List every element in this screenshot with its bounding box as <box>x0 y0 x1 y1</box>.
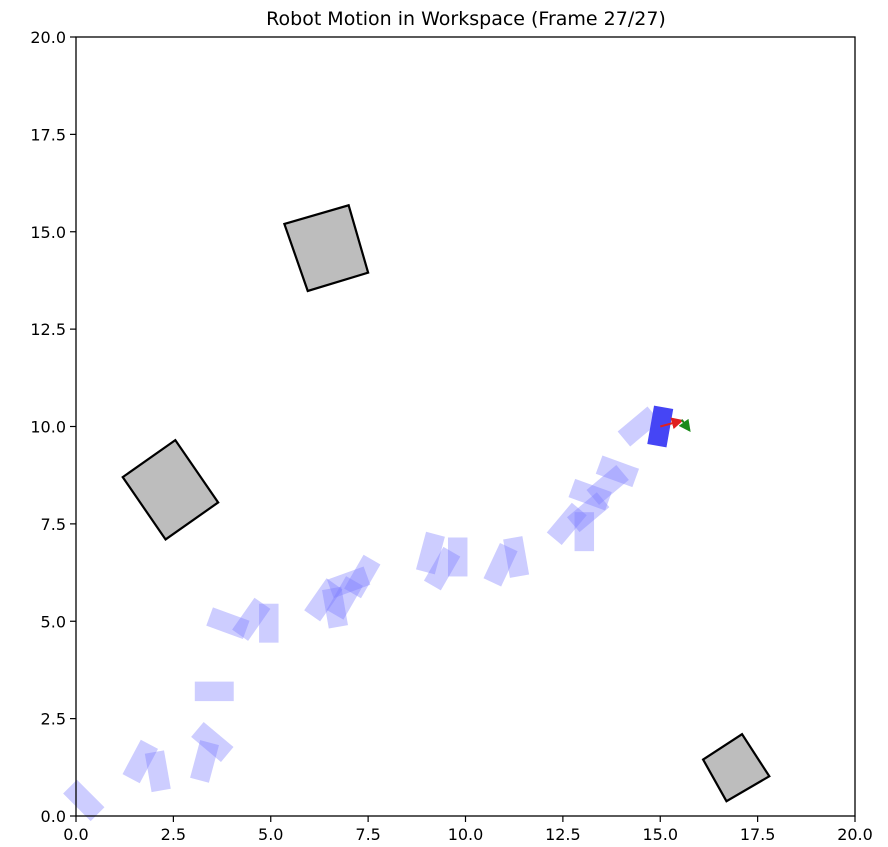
obstacles <box>121 203 771 803</box>
trail-pose-25 <box>595 455 640 488</box>
trail-pose-11 <box>322 586 348 629</box>
plot-frame <box>75 36 856 817</box>
trail-pose-23 <box>568 478 612 511</box>
obstacle-3 <box>701 732 771 803</box>
robot <box>647 405 691 448</box>
trail-pose-13 <box>327 566 371 599</box>
y-tick-label: 20.0 <box>30 28 66 47</box>
trail-pose-26 <box>617 406 661 447</box>
x-tick-label: 15.0 <box>642 825 678 844</box>
trail-pose-2 <box>122 739 159 784</box>
heading-y-arrow <box>678 418 691 433</box>
y-tick-label: 2.5 <box>41 710 66 729</box>
trail-pose-20 <box>546 502 587 546</box>
trail-pose-24 <box>586 464 629 505</box>
trail-pose-9 <box>259 603 279 643</box>
x-tick-label: 20.0 <box>837 825 873 844</box>
obstacle-1 <box>282 203 370 293</box>
y-tick-label: 10.0 <box>30 418 66 437</box>
trail-pose-4 <box>190 740 219 783</box>
y-tick-label: 17.5 <box>30 125 66 144</box>
trail-pose-15 <box>415 531 445 575</box>
x-tick-label: 17.5 <box>740 825 776 844</box>
trail-pose-7 <box>206 607 250 640</box>
trail-pose-1 <box>63 779 105 822</box>
y-tick-label: 7.5 <box>41 515 66 534</box>
x-tick-label: 10.0 <box>448 825 484 844</box>
trail-pose-22 <box>567 492 610 533</box>
x-tick-label: 12.5 <box>545 825 581 844</box>
y-tick-label: 12.5 <box>30 320 66 339</box>
x-tick-label: 2.5 <box>161 825 186 844</box>
trail-pose-16 <box>423 546 461 591</box>
x-tick-label: 0.0 <box>63 825 88 844</box>
trail-pose-5 <box>191 722 234 762</box>
x-tick-label: 7.5 <box>355 825 380 844</box>
trail-pose-18 <box>483 543 518 587</box>
y-tick-label: 15.0 <box>30 223 66 242</box>
x-axis: 0.0 2.5 5.0 7.5 10.0 12.5 15.0 17.5 20.0 <box>63 816 873 844</box>
trail-pose-10 <box>304 578 343 622</box>
trail-pose-14 <box>344 554 381 599</box>
trail-pose-21 <box>574 512 595 552</box>
trail-pose-12 <box>326 576 363 620</box>
y-axis: 0.0 2.5 5.0 7.5 10.0 12.5 15.0 17.5 20.0 <box>30 28 76 826</box>
trail-pose-3 <box>144 750 171 793</box>
trail-pose-19 <box>503 536 530 578</box>
y-tick-label: 5.0 <box>41 612 66 631</box>
chart-title: Robot Motion in Workspace (Frame 27/27) <box>266 8 666 30</box>
trail-pose-8 <box>232 597 271 641</box>
heading-x-arrow <box>659 417 684 430</box>
y-tick-label: 0.0 <box>41 807 66 826</box>
x-tick-label: 5.0 <box>258 825 283 844</box>
trail-pose-6 <box>194 681 234 702</box>
obstacle-2 <box>121 438 220 541</box>
trail-pose-17 <box>447 537 468 577</box>
trail <box>63 406 661 822</box>
